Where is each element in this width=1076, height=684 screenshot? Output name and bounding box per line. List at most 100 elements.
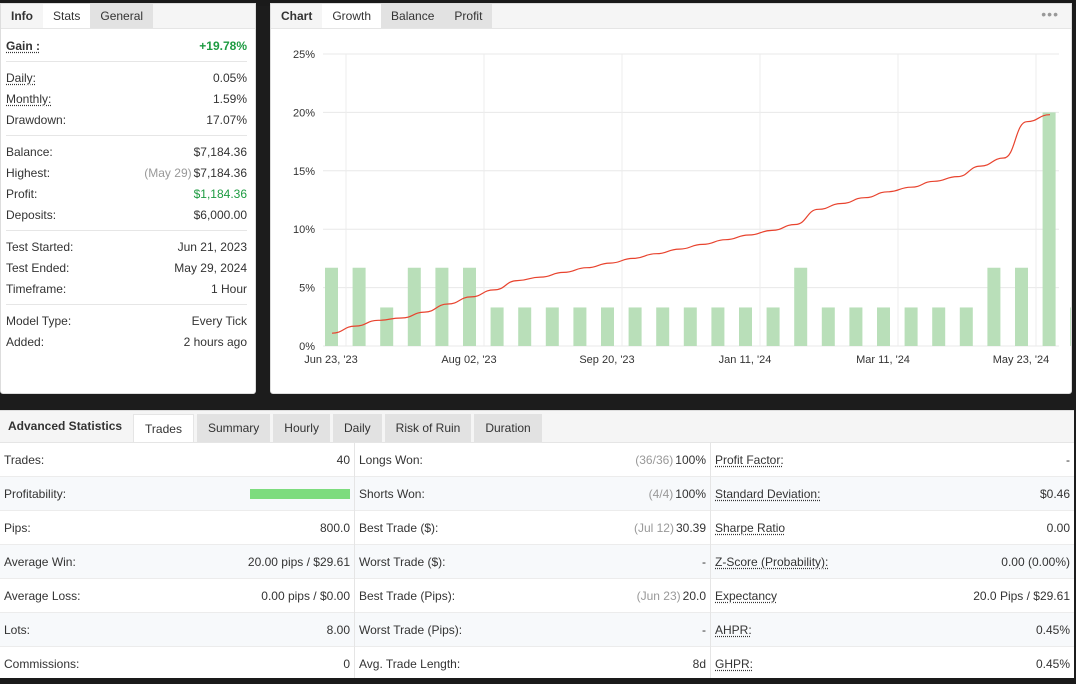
tab-advanced-statistics: Advanced Statistics — [8, 419, 123, 433]
stat-label[interactable]: Standard Deviation: — [715, 486, 821, 501]
test-started-row: Test Started: Jun 21, 2023 — [6, 236, 247, 257]
stat-row-longs-won: Longs Won: (36/36) 100% — [355, 443, 710, 477]
drawdown-value: 17.07% — [206, 112, 247, 127]
growth-bar — [1070, 307, 1071, 346]
stat-value: (36/36) 100% — [635, 453, 706, 467]
tab-summary[interactable]: Summary — [196, 414, 271, 442]
stat-value: (Jun 23) 20.0 — [637, 589, 706, 603]
added-value: 2 hours ago — [183, 334, 247, 349]
stat-value: 8.00 — [327, 623, 350, 637]
monthly-label[interactable]: Monthly: — [6, 91, 52, 106]
stat-value: 40 — [337, 453, 350, 467]
tab-profit[interactable]: Profit — [444, 4, 493, 28]
stat-label: Commissions: — [4, 656, 80, 671]
tab-stats[interactable]: Stats — [43, 4, 91, 28]
stat-label[interactable]: Sharpe Ratio — [715, 520, 786, 535]
stat-number: 0.45% — [1035, 622, 1070, 637]
stat-value: 20.0 Pips / $29.61 — [973, 589, 1070, 603]
stat-value: 800.0 — [320, 521, 350, 535]
monthly-value: 1.59% — [212, 91, 247, 106]
gain-value: +19.78% — [199, 38, 247, 53]
deposits-row: Deposits: $6,000.00 — [6, 204, 247, 225]
growth-chart: 0% 5% 10% 15% 20% 25% Jun 23, '23 Aug 02, '23 Se… — [293, 49, 1071, 366]
stat-label[interactable]: Expectancy — [715, 588, 778, 603]
timeframe-value: 1 Hour — [210, 281, 247, 296]
y-tick-label: 25% — [293, 49, 315, 61]
stat-value: (Jul 12) 30.39 — [634, 521, 706, 535]
highest-label: Highest: — [6, 165, 51, 180]
stat-row-z-score-probability: Z-Score (Probability): 0.00 (0.00%) — [711, 545, 1074, 579]
divider — [6, 61, 247, 62]
stat-label[interactable]: GHPR: — [715, 656, 754, 671]
highest-row: Highest: (May 29) $7,184.36 — [6, 162, 247, 183]
gain-label[interactable]: Gain : — [6, 38, 41, 53]
tab-trades[interactable]: Trades — [133, 414, 194, 442]
growth-bar — [904, 307, 918, 346]
stat-value: 0.00 pips / $0.00 — [261, 589, 350, 603]
added-row: Added: 2 hours ago — [6, 331, 247, 352]
daily-label[interactable]: Daily: — [6, 70, 37, 85]
growth-bar — [352, 267, 366, 346]
x-tick-label: Jun 23, '23 — [304, 354, 357, 366]
growth-bar — [849, 307, 863, 346]
tab-balance[interactable]: Balance — [381, 4, 445, 28]
growth-bar — [739, 307, 752, 346]
stats-column-3: Profit Factor: - Standard Deviation: $0.46 S… — [711, 443, 1074, 678]
growth-bar — [545, 307, 559, 346]
stat-number: 8.00 — [326, 622, 350, 637]
stat-label: Worst Trade ($): — [359, 554, 446, 569]
chart-tabs: Chart Growth Balance Profit — [271, 4, 1071, 29]
stat-number: 8d — [692, 656, 706, 671]
stat-label: Lots: — [4, 622, 31, 637]
tab-risk-of-ruin[interactable]: Risk of Ruin — [384, 414, 472, 442]
divider — [6, 230, 247, 231]
tab-daily[interactable]: Daily — [332, 414, 382, 442]
stat-number: 40 — [336, 452, 350, 467]
stat-label: Worst Trade (Pips): — [359, 622, 463, 637]
stat-note: (4/4) — [648, 486, 674, 501]
stat-value: - — [1066, 453, 1070, 467]
tab-duration[interactable]: Duration — [474, 414, 542, 442]
profit-label: Profit: — [6, 186, 38, 201]
test-started-label: Test Started: — [6, 239, 74, 254]
stat-value: 0 — [343, 657, 350, 671]
advanced-statistics-panel: Advanced Statistics Trades Summary Hourly Da… — [0, 410, 1074, 678]
test-ended-label: Test Ended: — [6, 260, 70, 275]
stat-label[interactable]: AHPR: — [715, 622, 752, 637]
stat-label: Shorts Won: — [359, 486, 425, 501]
tab-info[interactable]: Info — [11, 9, 33, 23]
growth-line — [331, 114, 1051, 334]
stat-number: 20.0 Pips / $29.61 — [973, 588, 1070, 603]
profit-value: $1,184.36 — [193, 186, 247, 201]
tab-growth[interactable]: Growth — [322, 4, 382, 28]
tab-general[interactable]: General — [90, 4, 154, 28]
tab-hourly[interactable]: Hourly — [273, 414, 330, 442]
stat-label: Longs Won: — [359, 452, 423, 467]
stat-number: - — [702, 622, 706, 637]
highest-value: $7,184.36 — [193, 165, 247, 180]
x-tick-label: Sep 20, '23 — [579, 354, 634, 366]
stat-row-expectancy: Expectancy 20.0 Pips / $29.61 — [711, 579, 1074, 613]
y-tick-label: 5% — [299, 283, 315, 295]
stat-row-best-trade: Best Trade ($): (Jul 12) 30.39 — [355, 511, 710, 545]
info-panel: Info Stats General Gain : +19.78% Daily:… — [0, 3, 256, 394]
balance-label: Balance: — [6, 144, 53, 159]
growth-bar — [959, 307, 973, 346]
drawdown-row: Drawdown: 17.07% — [6, 109, 247, 130]
drawdown-label: Drawdown: — [6, 112, 67, 127]
stat-number: 30.39 — [675, 520, 706, 535]
stat-label[interactable]: Profit Factor: — [715, 452, 784, 467]
profitability-bar — [250, 488, 350, 499]
stat-row-commissions: Commissions: 0 — [0, 647, 354, 678]
info-stats-list: Gain : +19.78% Daily: 0.05% Monthly: 1.5… — [1, 29, 255, 352]
tab-chart[interactable]: Chart — [281, 9, 313, 23]
stat-label: Trades: — [4, 452, 45, 467]
bottom-edge — [0, 678, 1076, 684]
stat-row-lots: Lots: 8.00 — [0, 613, 354, 647]
gain-row: Gain : +19.78% — [6, 35, 247, 56]
highest-date: (May 29) — [144, 165, 192, 180]
more-menu-icon[interactable]: ••• — [1041, 6, 1059, 22]
model-type-row: Model Type: Every Tick — [6, 310, 247, 331]
stat-number: 100% — [675, 452, 706, 467]
stat-label[interactable]: Z-Score (Probability): — [715, 554, 829, 569]
